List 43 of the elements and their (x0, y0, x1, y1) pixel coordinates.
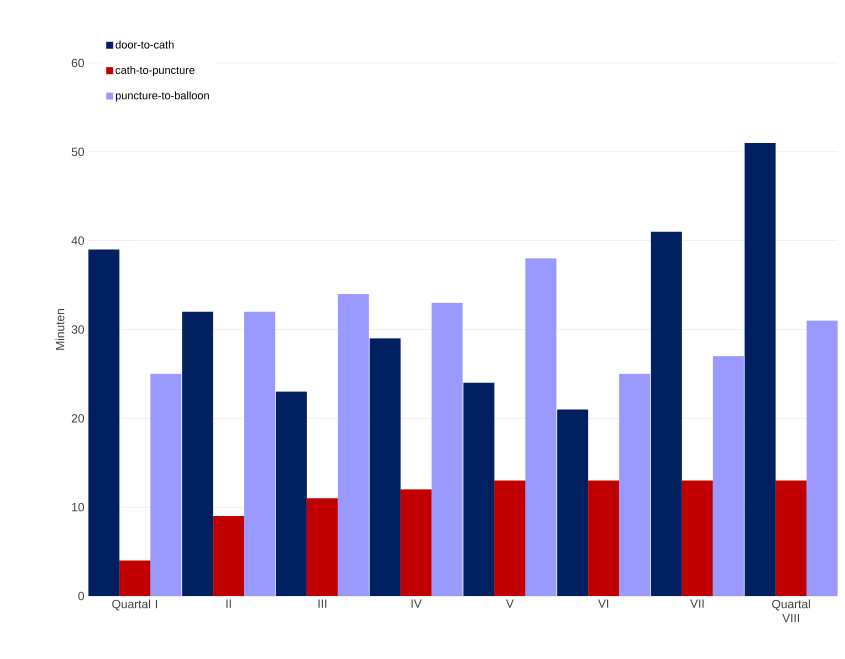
bar (400, 489, 432, 596)
bar (182, 312, 214, 596)
bar (370, 338, 401, 596)
bar (119, 560, 150, 596)
x-tick-label: VI (598, 600, 608, 608)
y-tick-label: 30 (72, 325, 84, 334)
bar (806, 320, 838, 596)
bar (776, 480, 807, 596)
bar (150, 374, 182, 596)
bar (276, 392, 307, 596)
bar (557, 409, 588, 596)
bar (432, 302, 463, 596)
x-tick-label: V (506, 600, 514, 608)
bar (588, 480, 620, 596)
x-tick-label: II (226, 600, 231, 608)
y-tick-label: 20 (72, 414, 84, 423)
x-tick-label: Quartal I (112, 600, 158, 610)
legend-label: door-to-cath (116, 40, 174, 49)
y-tick-label: 10 (72, 502, 84, 512)
y-tick-label: 40 (71, 236, 84, 245)
x-tick-label: III (318, 600, 326, 608)
y-axis-title: Minuten (56, 309, 64, 350)
y-tick-label: 60 (72, 58, 84, 68)
x-tick-label: Quartal VIII (772, 600, 810, 622)
bar (244, 312, 276, 596)
x-tick-label: VII (690, 600, 704, 608)
bar (712, 356, 744, 596)
bar (306, 498, 338, 596)
legend-label: puncture-to-balloon (116, 91, 209, 102)
bar (213, 516, 244, 596)
bar (463, 382, 494, 596)
x-tick-label: IV (412, 600, 422, 608)
bar (744, 142, 776, 596)
bar (338, 294, 369, 596)
bar (682, 480, 713, 596)
legend-label: cath-to-puncture (116, 66, 194, 76)
bar (525, 258, 556, 596)
y-tick-label: 0 (78, 592, 84, 600)
y-tick-label: 50 (72, 148, 84, 156)
bar (619, 374, 650, 596)
bar (494, 480, 526, 596)
bar (650, 232, 682, 596)
bar (88, 250, 120, 596)
